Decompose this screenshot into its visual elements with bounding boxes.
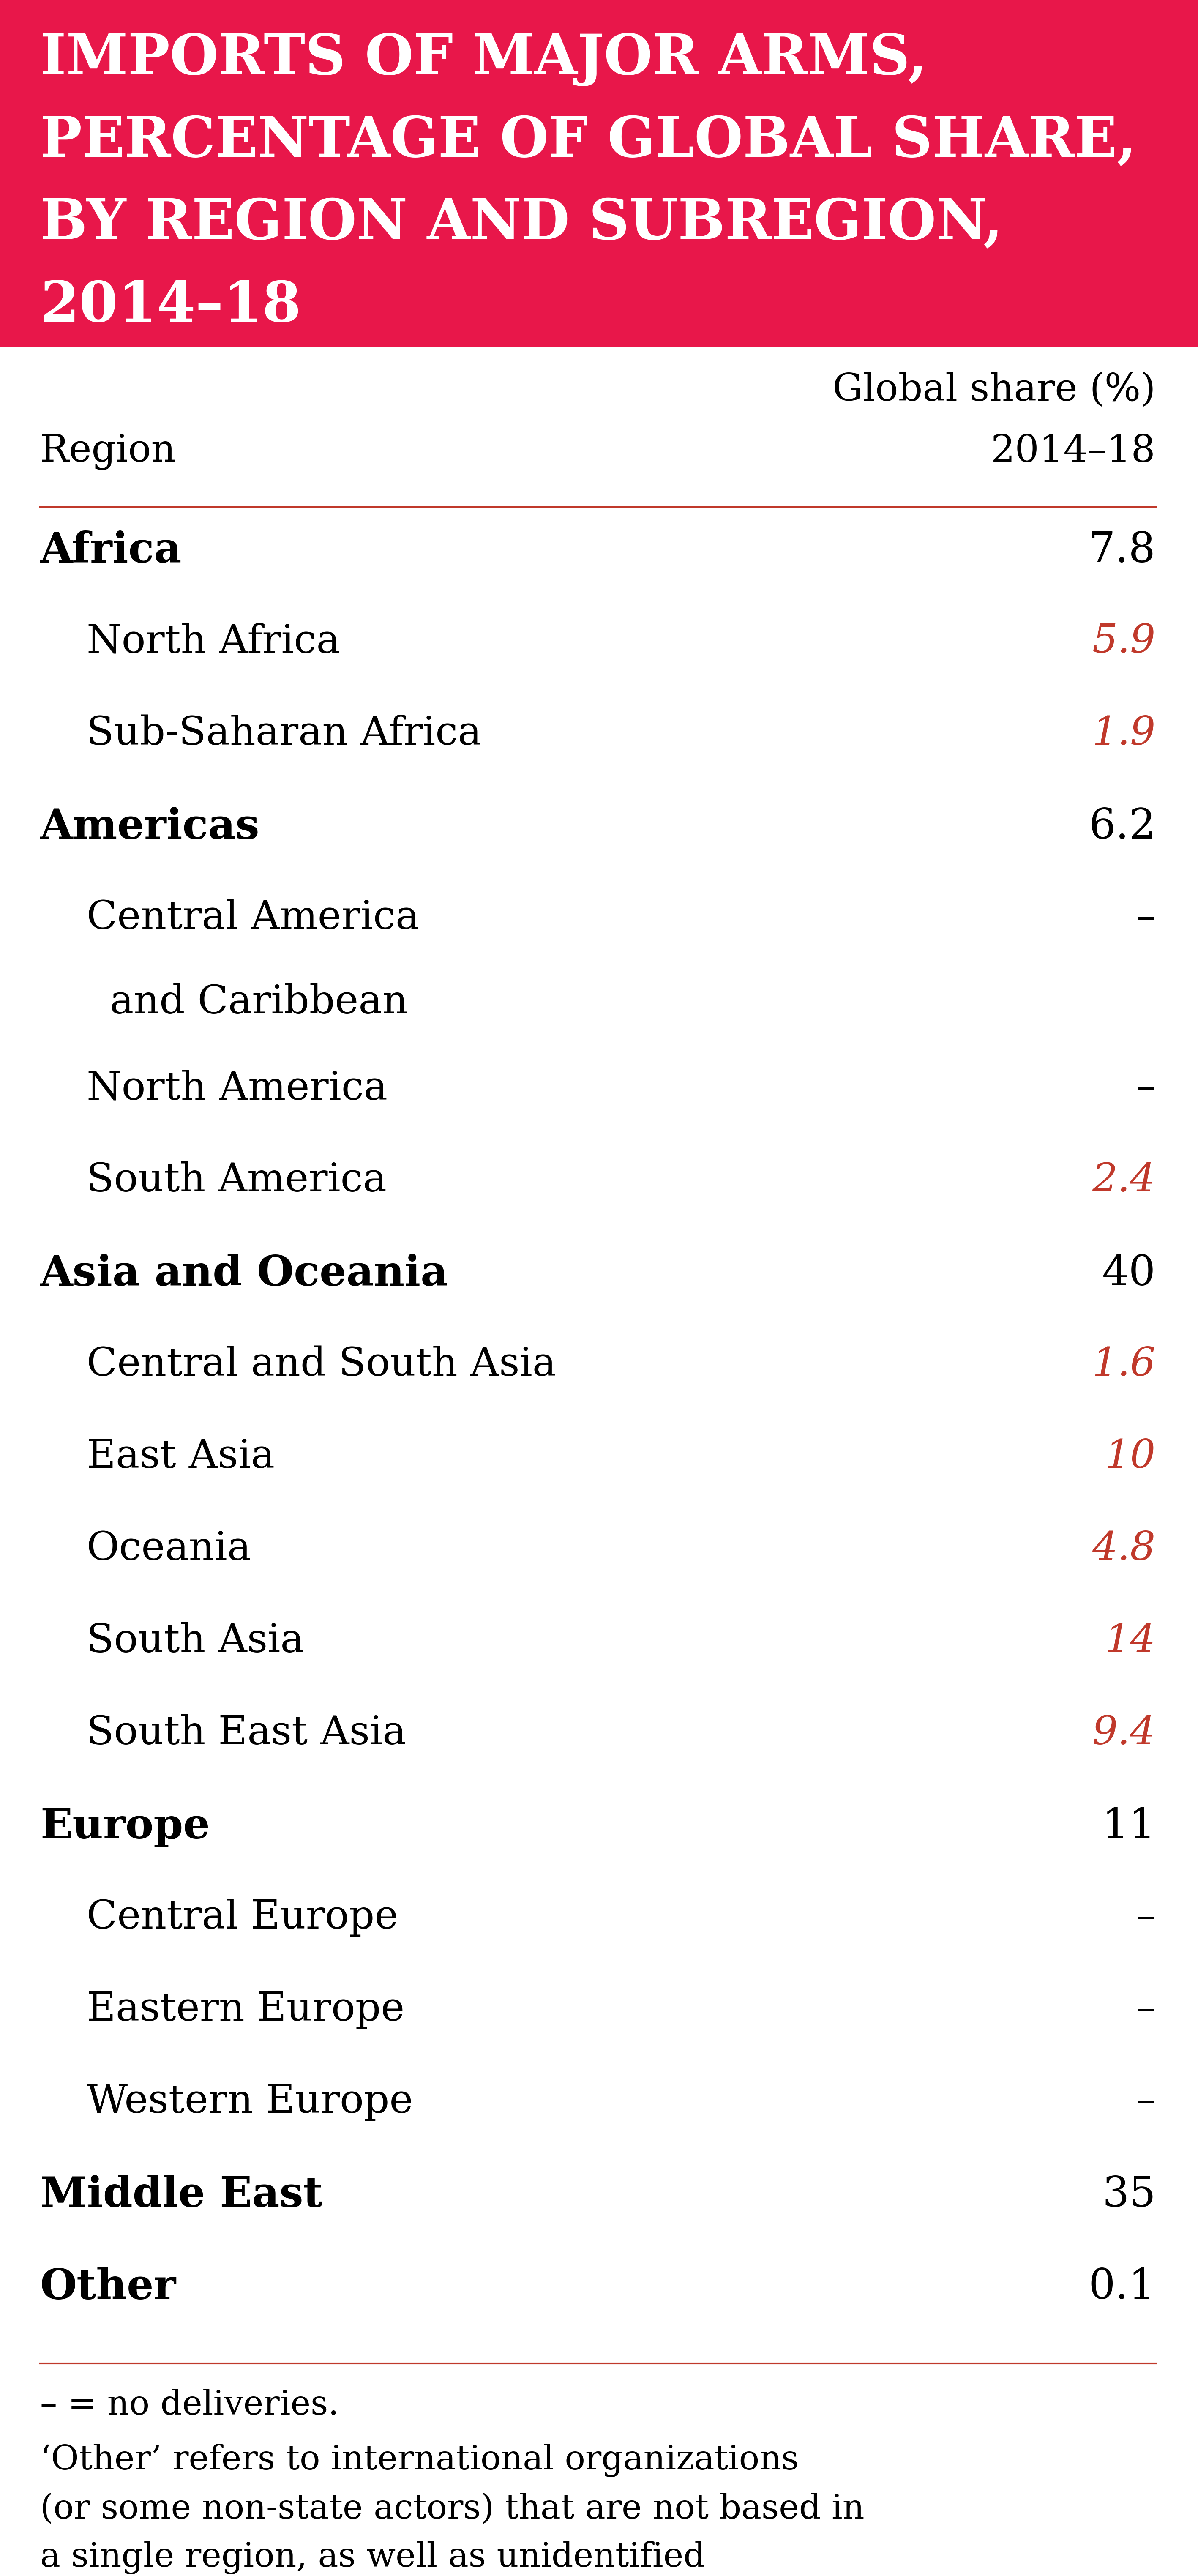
Text: 5.9: 5.9	[1093, 623, 1156, 659]
Text: 2014–18: 2014–18	[991, 433, 1156, 471]
Bar	[0, 0, 1198, 348]
Text: Eastern Europe: Eastern Europe	[86, 1991, 405, 2030]
Text: IMPORTS OF MAJOR ARMS,: IMPORTS OF MAJOR ARMS,	[41, 31, 927, 85]
Text: Middle East: Middle East	[41, 2174, 322, 2215]
Text: 40: 40	[1102, 1255, 1156, 1293]
Text: North Africa: North Africa	[86, 623, 340, 659]
Text: and Caribbean: and Caribbean	[110, 984, 409, 1023]
Text: –: –	[1136, 1899, 1156, 1937]
Text: North America: North America	[86, 1069, 387, 1108]
Text: Central and South Asia: Central and South Asia	[86, 1345, 556, 1383]
Text: East Asia: East Asia	[86, 1437, 274, 1476]
Text: – = no deliveries.: – = no deliveries.	[41, 2388, 339, 2421]
Text: (or some non-state actors) that are not based in: (or some non-state actors) that are not …	[41, 2494, 865, 2524]
Text: 2.4: 2.4	[1093, 1162, 1156, 1200]
Text: –: –	[1136, 899, 1156, 938]
Text: 2014–18: 2014–18	[41, 278, 301, 332]
Text: BY REGION AND SUBREGION,: BY REGION AND SUBREGION,	[41, 196, 1003, 250]
Text: Central Europe: Central Europe	[86, 1899, 398, 1937]
Text: Sub-Saharan Africa: Sub-Saharan Africa	[86, 714, 482, 752]
Text: Western Europe: Western Europe	[86, 2084, 413, 2120]
Text: Oceania: Oceania	[86, 1530, 252, 1569]
Text: Other: Other	[41, 2267, 176, 2308]
Text: –: –	[1136, 2084, 1156, 2120]
Text: 7.8: 7.8	[1089, 531, 1156, 572]
Text: ‘Other’ refers to international organizations: ‘Other’ refers to international organiza…	[41, 2445, 799, 2478]
Text: 10: 10	[1105, 1437, 1156, 1476]
Text: a single region, as well as unidentified: a single region, as well as unidentified	[41, 2540, 706, 2573]
Text: 1.9: 1.9	[1093, 714, 1156, 752]
Text: South America: South America	[86, 1162, 387, 1200]
Text: –: –	[1136, 1069, 1156, 1108]
Text: 35: 35	[1102, 2174, 1156, 2215]
Text: Global share (%): Global share (%)	[833, 371, 1156, 410]
Text: South Asia: South Asia	[86, 1623, 304, 1662]
Text: 4.8: 4.8	[1093, 1530, 1156, 1569]
Text: Asia and Oceania: Asia and Oceania	[41, 1255, 448, 1296]
Text: Region: Region	[41, 433, 176, 471]
Text: Central America: Central America	[86, 899, 419, 938]
Text: 0.1: 0.1	[1089, 2267, 1156, 2308]
Text: 14: 14	[1105, 1623, 1156, 1662]
Text: –: –	[1136, 1991, 1156, 2030]
Text: 1.6: 1.6	[1093, 1345, 1156, 1383]
Text: 11: 11	[1102, 1806, 1156, 1847]
Text: 6.2: 6.2	[1089, 806, 1156, 848]
Text: Africa: Africa	[41, 531, 182, 572]
Text: South East Asia: South East Asia	[86, 1716, 406, 1752]
Text: PERCENTAGE OF GLOBAL SHARE,: PERCENTAGE OF GLOBAL SHARE,	[41, 113, 1137, 167]
Text: Europe: Europe	[41, 1806, 210, 1847]
Text: Americas: Americas	[41, 806, 260, 848]
Text: 9.4: 9.4	[1093, 1716, 1156, 1752]
